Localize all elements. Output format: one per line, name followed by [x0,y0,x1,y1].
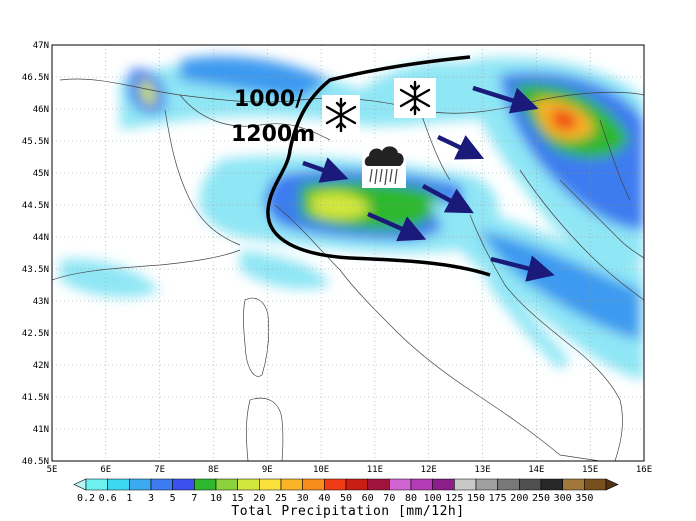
colorbar-swatch [497,478,520,491]
colorbar-swatch [562,478,585,491]
flow-arrow [437,134,485,160]
lat-label: 46N [33,105,49,115]
colorbar-swatch [454,478,477,491]
lat-label: 41N [33,425,49,435]
colorbar-label: 350 [575,493,593,504]
colorbar-swatch [367,478,390,491]
colorbar-swatch [345,478,368,491]
colorbar-title: Total Precipitation [mm/12h] [231,504,464,519]
flow-arrow [472,85,539,114]
colorbar-swatch [540,478,563,491]
colorbar-label: 300 [554,493,572,504]
colorbar-label: 1 [126,493,132,504]
colorbar-swatch [475,478,498,491]
colorbar-label: 175 [489,493,507,504]
lat-label: 45N [33,169,49,179]
colorbar-label: 150 [467,493,485,504]
colorbar-swatch [259,478,282,491]
colorbar-label: 50 [340,493,352,504]
longitude-labels: 5E 6E 7E 8E 9E 10E 11E 12E 13E 14E 15E 16E [47,465,653,475]
colorbar-swatch [324,478,347,491]
annotation-line-2: 1200m [231,122,315,147]
annotation-line-1: 1000/ [234,87,304,112]
colorbar-swatch [150,478,173,491]
lat-label: 43N [33,297,49,307]
colorbar-swatch [107,478,130,491]
colorbar-swatch [85,478,108,491]
colorbar-label: 20 [253,493,265,504]
colorbar-label: 40 [318,493,330,504]
flow-arrow [490,255,555,282]
latitude-labels: 47N 46.5N 46N 45.5N 45N 44.5N 44N 43.5N 43N 42.5N… [22,41,49,467]
rain-cloud-icon [362,140,406,188]
colorbar-swatch [237,478,260,491]
colorbar-swatch [389,478,412,491]
lat-label: 45.5N [22,137,49,147]
lat-label: 47N [33,41,49,51]
colorbar-label: 0.2 [77,493,95,504]
flow-arrow [302,157,349,183]
lat-label: 44N [33,233,49,243]
lat-label: 43.5N [22,265,49,275]
lat-label: 44.5N [22,201,49,211]
colorbar-label: 7 [191,493,197,504]
flow-arrow [421,184,474,214]
flow-arrow [367,211,427,242]
colorbar-label: 10 [210,493,222,504]
colorbar-label: 25 [275,493,287,504]
colorbar-swatch [73,478,87,491]
lon-label: 8E [208,465,219,475]
lon-label: 9E [262,465,273,475]
colorbar-label: 30 [297,493,309,504]
lon-label: 14E [528,465,544,475]
coastlines-borders [52,78,644,461]
colorbar-swatch [519,478,542,491]
colorbar-swatch [172,478,195,491]
snowflake-icon [322,95,360,135]
colorbar-swatch [584,478,607,491]
lon-label: 11E [367,465,383,475]
colorbar-swatch [280,478,303,491]
colorbar-swatch [605,478,619,491]
map-frame [51,44,645,462]
lon-label: 16E [636,465,652,475]
lon-label: 12E [421,465,437,475]
lat-label: 42.5N [22,329,49,339]
colorbar-swatch [432,478,455,491]
colorbar-label: 70 [383,493,395,504]
colorbar-label: 60 [362,493,374,504]
lon-label: 13E [474,465,490,475]
colorbar-swatch [410,478,433,491]
snowflake-icon [394,78,436,118]
colorbar: 0.2 0.6 1 3 5 7 10 15 20 25 30 40 50 60 70 80 100 125 150 1… [73,478,619,504]
colorbar-label: 15 [232,493,244,504]
colorbar-swatch [215,478,238,491]
colorbar-label: 0.6 [99,493,117,504]
colorbar-label: 100 [424,493,442,504]
colorbar-label: 5 [170,493,176,504]
height-annotation: 1000/ 1200m [231,87,315,147]
colorbar-swatch [194,478,217,491]
colorbar-swatch [302,478,325,491]
lon-label: 6E [100,465,111,475]
colorbar-label: 3 [148,493,154,504]
lon-label: 10E [313,465,329,475]
colorbar-swatch [129,478,152,491]
lon-label: 5E [47,465,58,475]
flow-arrows [302,85,555,282]
lat-label: 41.5N [22,393,49,403]
lat-label: 40.5N [22,457,49,467]
lat-label: 42N [33,361,49,371]
lon-label: 7E [154,465,165,475]
colorbar-label: 250 [532,493,550,504]
colorbar-label: 200 [510,493,528,504]
colorbar-label: 125 [445,493,463,504]
lon-label: 15E [582,465,598,475]
colorbar-label: 80 [405,493,417,504]
lat-label: 46.5N [22,73,49,83]
snow-line [266,55,491,277]
